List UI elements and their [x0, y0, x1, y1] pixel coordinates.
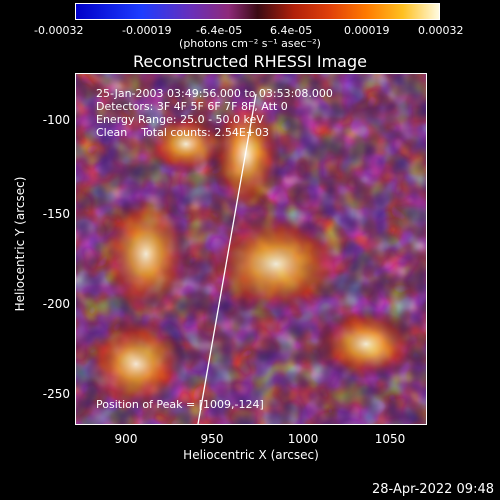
emission-blob [101, 194, 191, 314]
info-energy-range: Energy Range: 25.0 - 50.0 keV [96, 113, 264, 126]
y-tick-label: -250 [42, 387, 70, 401]
image-title: Reconstructed RHESSI Image [133, 52, 367, 71]
colorbar-tick: -0.00019 [122, 24, 172, 37]
info-time-range: 25-Jan-2003 03:49:56.000 to 03:53:08.000 [96, 87, 333, 100]
info-peak-position: Position of Peak = [1009,-124] [96, 398, 264, 411]
colorbar-units: (photons cm⁻² s⁻¹ asec⁻²) [179, 37, 321, 50]
x-tick-label: 1000 [287, 432, 319, 446]
colorbar-tick: -0.00032 [34, 24, 84, 37]
rhessi-image-map [76, 74, 426, 424]
rhessi-image-plot[interactable] [75, 73, 427, 425]
x-axis-label: Heliocentric X (arcsec) [183, 448, 319, 462]
x-tick-label: 1050 [374, 432, 406, 446]
x-tick-label: 900 [114, 432, 138, 446]
x-tick-label: 950 [200, 432, 224, 446]
y-tick-label: -150 [42, 207, 70, 221]
colorbar-tick: 0.00032 [418, 24, 464, 37]
info-total-counts: Clean Total counts: 2.54E+03 [96, 126, 270, 139]
emission-blob [86, 319, 186, 409]
colorbar-tick: 6.4e-05 [270, 24, 313, 37]
emission-blob [206, 214, 346, 314]
colorbar-tick: 0.00019 [344, 24, 390, 37]
colorbar [75, 3, 440, 20]
colorbar-tick: -6.4e-05 [196, 24, 243, 37]
emission-blob [146, 114, 226, 174]
y-axis-label: Heliocentric Y (arcsec) [13, 176, 27, 312]
info-detectors: Detectors: 3F 4F 5F 6F 7F 8F, Att 0 [96, 100, 288, 113]
y-tick-label: -100 [42, 113, 70, 127]
plot-timestamp: 28-Apr-2022 09:48 [372, 482, 494, 497]
y-tick-label: -200 [42, 297, 70, 311]
solar-limb-line [197, 93, 257, 424]
emission-blob [316, 309, 416, 379]
